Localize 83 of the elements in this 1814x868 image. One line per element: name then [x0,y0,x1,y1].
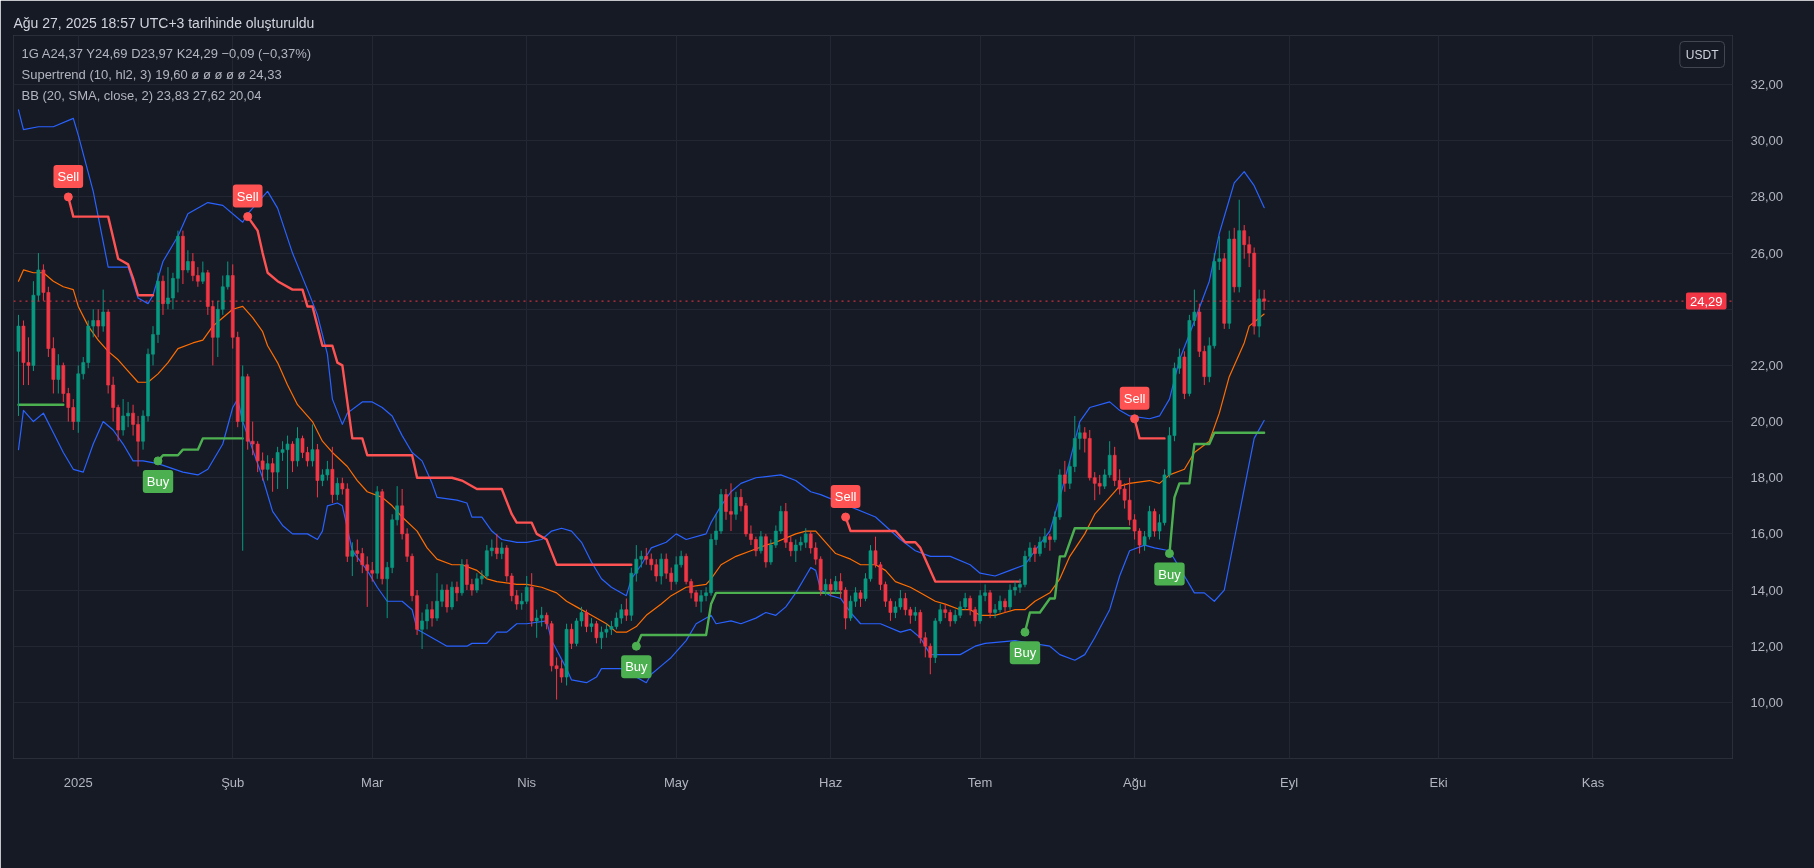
point [1164,549,1174,559]
candlestick [186,249,190,274]
y-tick-label: 28,00 [1750,189,1784,205]
candlestick [659,553,664,585]
candlestick [569,623,574,650]
x-tick-label: Şub [221,774,245,790]
annotation: Sell [236,188,259,204]
point [63,192,73,202]
point [631,641,641,651]
candlestick [335,477,340,501]
point [841,512,851,522]
line-series [17,269,1265,633]
annotation: Buy [146,473,170,489]
x-tick-label: Tem [967,774,993,790]
chart-title: Ağu 27, 2025 18:57 UTC+3 tarihinde oluşturuldu [13,14,315,31]
x-tick-label: Kas [1581,774,1605,790]
x-tick-label: Ağu [1123,774,1147,790]
x-tick-label: May [663,774,689,790]
candlestick [1062,460,1067,493]
annotation: Buy [625,659,649,675]
y-tick-label: 30,00 [1750,133,1784,149]
x-tick-label: Eki [1429,774,1448,790]
y-tick-label: 18,00 [1750,470,1784,486]
y-tick-label: 20,00 [1750,414,1784,430]
y-tick-label: 32,00 [1750,77,1784,93]
candlestick [101,289,106,333]
candlestick [524,575,529,605]
annotation: Sell [57,168,80,184]
annotation: Buy [1013,645,1037,661]
y-axis-title: USDT [1685,47,1720,62]
candlestick [1152,508,1157,538]
candlestick [1048,533,1052,552]
candlestick [734,491,738,521]
candlestick [290,440,295,473]
candlestick [350,541,355,577]
candlestick [295,426,300,467]
x-tick-label: 2025 [63,774,93,790]
candlestick [584,609,589,633]
point [243,212,253,222]
candlestick [265,454,270,482]
candlestick [1097,474,1102,496]
candlestick [1003,597,1007,613]
point [1130,414,1140,424]
x-tick-label: Haz [819,774,843,790]
candlestick [310,423,315,467]
candlestick [270,457,275,493]
candlestick [759,530,763,555]
annotation: Sell [1123,390,1146,406]
annotation: BB (20, SMA, close, 2) 23,83 27,62 20,04 [21,88,262,103]
annotation: Supertrend (10, hl2, 3) 19,60 ø ø ø ø ø 24,33 [21,67,282,82]
candlestick [674,555,679,585]
candlestick [56,353,61,394]
candlestick [200,261,205,285]
candlestick [1033,544,1037,563]
y-tick-label: 26,00 [1750,245,1784,261]
ref-line-label: 24,29 [1689,293,1723,309]
x-tick-label: Eyl [1280,774,1299,790]
annotation: 1G A24,37 Y24,69 D23,97 K24,29 −0,09 (−0,37%) [21,46,312,61]
candlestick [455,581,459,602]
candlestick [494,533,499,560]
annotation: Sell [834,489,857,505]
candlestick [355,538,360,563]
line-series [17,109,1265,597]
annotation: Buy [1158,566,1182,582]
candlestick [445,583,449,613]
y-tick-label: 16,00 [1750,526,1784,542]
point [153,456,163,466]
x-tick-label: Nis [517,774,537,790]
candlestick [624,597,629,622]
point [1020,627,1030,637]
candlestick [664,553,669,580]
y-tick-label: 22,00 [1750,357,1784,373]
candlestick [803,527,808,549]
y-tick-label: 12,00 [1750,638,1784,654]
x-tick-label: Mar [361,774,385,790]
candlestick [1242,224,1247,260]
y-tick-label: 14,00 [1750,582,1784,598]
candlestick [988,589,992,619]
candlestick [96,308,101,338]
candlestick [450,581,454,611]
candlestick [594,620,599,644]
y-tick-label: 10,00 [1750,694,1784,710]
candlestick [430,600,434,628]
